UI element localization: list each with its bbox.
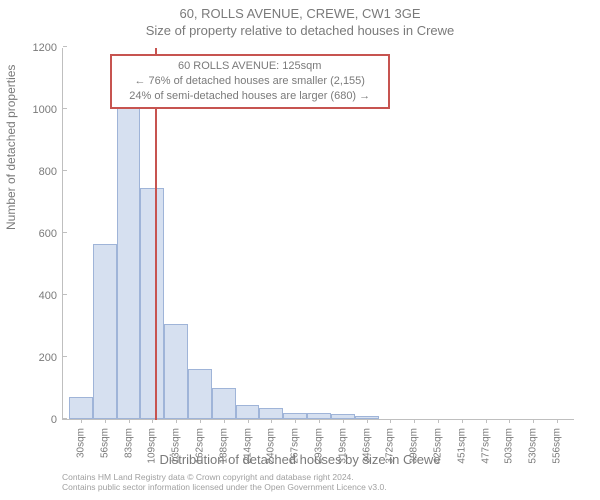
bar [259, 408, 283, 419]
bar [69, 397, 93, 419]
y-tick: 400 [17, 290, 63, 302]
bar [188, 369, 212, 419]
bar [212, 388, 236, 419]
y-tick: 200 [17, 352, 63, 364]
y-tick: 1000 [17, 104, 63, 116]
bar [140, 188, 164, 419]
attribution-line-2: Contains public sector information licen… [62, 482, 387, 492]
callout-line-3: 24% of semi-detached houses are larger (… [118, 89, 382, 104]
y-axis-label: Number of detached properties [4, 65, 18, 230]
callout-line-1: 60 ROLLS AVENUE: 125sqm [118, 59, 382, 74]
marker-callout: 60 ROLLS AVENUE: 125sqm ← 76% of detache… [110, 54, 390, 109]
bar [117, 90, 141, 419]
chart-title: 60, ROLLS AVENUE, CREWE, CW1 3GE [0, 0, 600, 21]
y-tick: 0 [17, 414, 63, 426]
callout-line-2: ← 76% of detached houses are smaller (2,… [118, 74, 382, 89]
y-tick: 800 [17, 166, 63, 178]
property-size-chart: 60, ROLLS AVENUE, CREWE, CW1 3GE Size of… [0, 0, 600, 500]
bar [164, 324, 188, 419]
attribution-line-1: Contains HM Land Registry data © Crown c… [62, 472, 387, 482]
attribution: Contains HM Land Registry data © Crown c… [62, 472, 387, 492]
y-tick: 1200 [17, 42, 63, 54]
chart-subtitle: Size of property relative to detached ho… [0, 21, 600, 38]
bar [236, 405, 260, 419]
y-tick: 600 [17, 228, 63, 240]
x-axis-label: Distribution of detached houses by size … [0, 452, 600, 467]
bar [93, 244, 117, 419]
plot-area: 60 ROLLS AVENUE: 125sqm ← 76% of detache… [62, 48, 574, 420]
